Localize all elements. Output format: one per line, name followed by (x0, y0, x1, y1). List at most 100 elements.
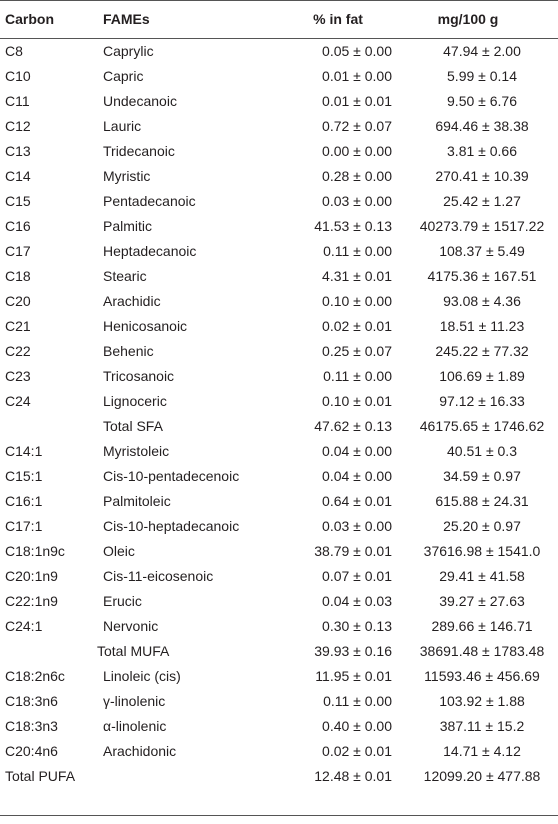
fame-cell: Cis-10-heptadecanoic (103, 518, 240, 534)
carbon-cell: C17 (5, 243, 31, 259)
mg-cell: 38691.48 ± 1783.48 (419, 643, 545, 659)
bottom-rule (0, 815, 558, 816)
fame-cell: Total MUFA (97, 643, 170, 659)
carbon-cell: C13 (5, 143, 31, 159)
fame-cell: Total SFA (103, 418, 163, 434)
fame-cell: Capric (103, 68, 144, 84)
percent-cell: 0.07 ± 0.01 (322, 568, 392, 584)
mg-cell: 12099.20 ± 477.88 (423, 768, 541, 784)
fame-cell: γ-linolenic (103, 693, 166, 709)
percent-cell: 0.04 ± 0.00 (322, 468, 392, 484)
percent-cell: 0.30 ± 0.13 (322, 618, 392, 634)
mg-cell: 34.59 ± 0.97 (443, 468, 521, 484)
fame-cell: Myristoleic (103, 443, 170, 459)
percent-cell: 0.01 ± 0.00 (322, 68, 392, 84)
header-rule (0, 38, 558, 39)
fame-cell: Pentadecanoic (103, 193, 196, 209)
fame-cell: Tridecanoic (103, 143, 175, 159)
percent-cell: 0.25 ± 0.07 (322, 343, 392, 359)
mg-cell: 11593.46 ± 456.69 (424, 668, 540, 684)
fame-cell: Myristic (103, 168, 151, 184)
percent-cell: 38.79 ± 0.01 (314, 543, 392, 559)
percent-cell: 0.05 ± 0.00 (322, 43, 392, 59)
percent-cell: 0.00 ± 0.00 (322, 143, 392, 159)
fame-cell: Palmitic (103, 218, 153, 234)
carbon-cell: C18 (5, 268, 31, 284)
fame-cell: α-linolenic (103, 718, 167, 734)
mg-cell: 245.22 ± 77.32 (435, 343, 529, 359)
mg-cell: 4175.36 ± 167.51 (427, 268, 537, 284)
column-header: mg/100 g (437, 11, 499, 27)
fame-cell: Oleic (103, 543, 135, 559)
mg-cell: 40273.79 ± 1517.22 (419, 218, 545, 234)
percent-cell: 0.04 ± 0.00 (322, 443, 392, 459)
carbon-cell: C22 (5, 343, 31, 359)
mg-cell: 40.51 ± 0.3 (447, 443, 517, 459)
carbon-cell: C15 (5, 193, 31, 209)
fame-cell: Linoleic (cis) (103, 668, 181, 684)
fame-cell: Lauric (103, 118, 142, 134)
carbon-cell: C14 (5, 168, 31, 184)
percent-cell: 12.48 ± 0.01 (314, 768, 392, 784)
carbon-cell: C20:1n9 (5, 568, 58, 584)
mg-cell: 289.66 ± 146.71 (431, 618, 533, 634)
carbon-cell: C14:1 (5, 443, 43, 459)
carbon-cell: C24:1 (5, 618, 43, 634)
mg-cell: 18.51 ± 11.23 (439, 318, 525, 334)
percent-cell: 0.10 ± 0.01 (322, 393, 392, 409)
fame-cell: Tricosanoic (103, 368, 175, 384)
carbon-cell: C17:1 (5, 518, 43, 534)
percent-cell: 39.93 ± 0.16 (314, 643, 392, 659)
fame-cell: Caprylic (103, 43, 154, 59)
fame-cell: Heptadecanoic (103, 243, 197, 259)
fame-cell: Stearic (103, 268, 147, 284)
percent-cell: 0.01 ± 0.01 (322, 93, 392, 109)
percent-cell: 41.53 ± 0.13 (314, 218, 392, 234)
carbon-cell: C12 (5, 118, 31, 134)
carbon-cell: C20:4n6 (5, 743, 58, 759)
mg-cell: 97.12 ± 16.33 (439, 393, 525, 409)
fame-cell: Cis-11-eicosenoic (103, 568, 214, 584)
mg-cell: 25.42 ± 1.27 (443, 193, 521, 209)
percent-cell: 0.02 ± 0.01 (322, 318, 392, 334)
percent-cell: 0.28 ± 0.00 (322, 168, 392, 184)
percent-cell: 0.72 ± 0.07 (322, 118, 392, 134)
percent-cell: 4.31 ± 0.01 (322, 268, 392, 284)
mg-cell: 387.11 ± 15.2 (439, 718, 525, 734)
column-header: Carbon (5, 11, 54, 27)
mg-cell: 14.71 ± 4.12 (443, 743, 521, 759)
fame-cell: Arachidic (103, 293, 161, 309)
mg-cell: 39.27 ± 27.63 (439, 593, 525, 609)
percent-cell: 0.03 ± 0.00 (322, 193, 392, 209)
mg-cell: 47.94 ± 2.00 (443, 43, 521, 59)
mg-cell: 106.69 ± 1.89 (439, 368, 525, 384)
carbon-cell: C16:1 (5, 493, 43, 509)
mg-cell: 25.20 ± 0.97 (443, 518, 521, 534)
fame-cell: Cis-10-pentadecenoic (103, 468, 240, 484)
mg-cell: 3.81 ± 0.66 (447, 143, 517, 159)
percent-cell: 0.04 ± 0.03 (322, 593, 392, 609)
carbon-cell: C15:1 (5, 468, 43, 484)
mg-cell: 46175.65 ± 1746.62 (419, 418, 545, 434)
mg-cell: 694.46 ± 38.38 (435, 118, 529, 134)
carbon-cell: C21 (5, 318, 31, 334)
fame-cell: Nervonic (103, 618, 159, 634)
mg-cell: 615.88 ± 24.31 (435, 493, 529, 509)
mg-cell: 5.99 ± 0.14 (447, 68, 517, 84)
carbon-cell: C18:1n9c (5, 543, 65, 559)
mg-cell: 29.41 ± 41.58 (439, 568, 525, 584)
carbon-cell: C18:3n6 (5, 693, 58, 709)
fame-cell: Lignoceric (103, 393, 167, 409)
percent-cell: 0.10 ± 0.00 (322, 293, 392, 309)
carbon-cell: Total PUFA (5, 768, 76, 784)
mg-cell: 9.50 ± 6.76 (447, 93, 517, 109)
carbon-cell: C22:1n9 (5, 593, 58, 609)
fame-cell: Erucic (103, 593, 142, 609)
carbon-cell: C8 (5, 43, 23, 59)
percent-cell: 0.02 ± 0.01 (322, 743, 392, 759)
percent-cell: 0.11 ± 0.00 (323, 243, 392, 259)
percent-cell: 0.03 ± 0.00 (322, 518, 392, 534)
fame-cell: Behenic (103, 343, 154, 359)
mg-cell: 37616.98 ± 1541.0 (423, 543, 541, 559)
